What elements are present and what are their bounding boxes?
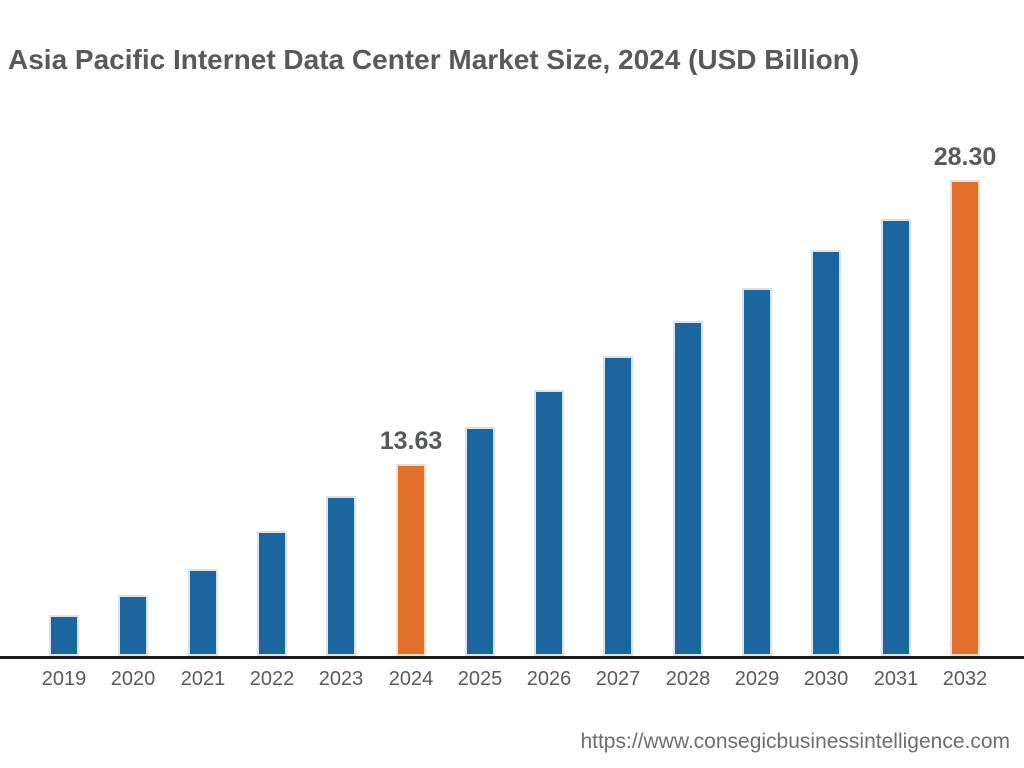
- value-label-2024: 13.63: [379, 427, 443, 455]
- x-tick-2029: 2029: [734, 668, 780, 690]
- bar-2025: [465, 427, 495, 656]
- x-tick-2025: 2025: [457, 668, 503, 690]
- bar-2030: [811, 250, 841, 656]
- chart-title: Asia Pacific Internet Data Center Market…: [8, 44, 860, 75]
- bar-2027: [603, 356, 633, 656]
- x-axis-line: [0, 656, 1024, 659]
- source-link[interactable]: https://www.consegicbusinessintelligence…: [580, 730, 1010, 753]
- x-tick-2019: 2019: [41, 668, 87, 690]
- x-tick-2028: 2028: [665, 668, 711, 690]
- x-tick-2027: 2027: [595, 668, 641, 690]
- x-tick-2024: 2024: [388, 668, 434, 690]
- bar-2019: [49, 615, 79, 656]
- bar-2023: [326, 496, 356, 656]
- bar-2024: [396, 464, 426, 656]
- bar-2026: [534, 390, 564, 656]
- bar-2031: [881, 219, 911, 656]
- x-tick-2020: 2020: [110, 668, 156, 690]
- bar-2032: [950, 180, 980, 656]
- value-label-2032: 28.30: [933, 143, 997, 171]
- x-tick-2030: 2030: [803, 668, 849, 690]
- bar-2021: [188, 569, 218, 656]
- bar-2022: [257, 531, 287, 656]
- x-tick-2021: 2021: [180, 668, 226, 690]
- x-tick-2026: 2026: [526, 668, 572, 690]
- bar-2020: [118, 595, 148, 656]
- x-tick-2023: 2023: [318, 668, 364, 690]
- x-tick-2022: 2022: [249, 668, 295, 690]
- bar-2028: [673, 321, 703, 656]
- x-tick-2031: 2031: [873, 668, 919, 690]
- x-tick-2032: 2032: [942, 668, 988, 690]
- bar-2029: [742, 288, 772, 656]
